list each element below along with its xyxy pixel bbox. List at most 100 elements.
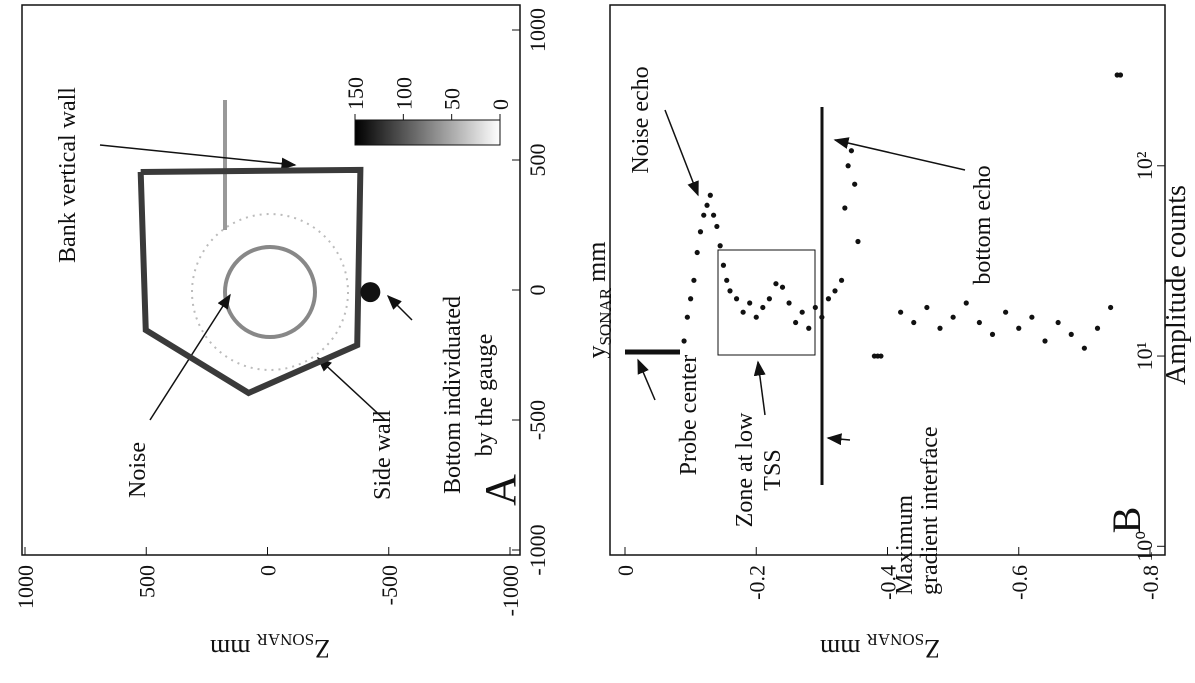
arrow [665, 110, 698, 195]
x-tick-label: -500 [377, 565, 402, 605]
point [819, 315, 824, 320]
point [977, 320, 982, 325]
arrow [388, 296, 412, 320]
x-tick-label: 0 [256, 565, 281, 576]
noise-ring [192, 214, 348, 370]
arrow [835, 140, 965, 170]
axis-label-sub: SONAR [866, 630, 924, 649]
point [964, 300, 969, 305]
point [695, 250, 700, 255]
y-tick-label: 10⁰ [1132, 531, 1157, 562]
x-tick-label: 1000 [13, 565, 38, 609]
point [1029, 315, 1034, 320]
axis-label: ySONARmm [582, 241, 615, 358]
colorbar-tick-label: 50 [440, 88, 465, 110]
point [760, 305, 765, 310]
point [911, 320, 916, 325]
colorbar [355, 120, 500, 145]
point [741, 310, 746, 315]
point [842, 205, 847, 210]
point [688, 296, 693, 301]
colorbar-tick-label: 0 [488, 99, 513, 110]
axis-label-sub: SONAR [596, 287, 615, 345]
point [685, 315, 690, 320]
point [1118, 72, 1123, 77]
point [806, 326, 811, 331]
y-tick-label: 10¹ [1132, 342, 1157, 371]
point [727, 288, 732, 293]
point [691, 278, 696, 283]
point [800, 310, 805, 315]
arrow [100, 145, 295, 165]
point [708, 193, 713, 198]
point [849, 148, 854, 153]
point [773, 281, 778, 286]
probe-ring [225, 247, 315, 337]
point [711, 213, 716, 218]
x-tick-label: -0.8 [1138, 565, 1163, 600]
point [698, 229, 703, 234]
point [898, 310, 903, 315]
annotation: Side wall [370, 410, 396, 500]
arrow [638, 360, 655, 400]
y-tick-label: -500 [525, 400, 550, 440]
y-tick-label: 0 [525, 285, 550, 296]
point [1082, 346, 1087, 351]
annotation: bottom echo [970, 165, 996, 284]
point [754, 315, 759, 320]
point [1095, 326, 1100, 331]
axis-label: ZSONARmm [820, 630, 940, 663]
point [826, 296, 831, 301]
annotation: Probe center [676, 355, 702, 476]
point [951, 315, 956, 320]
arrow [758, 362, 765, 415]
y-tick-label: -1000 [525, 524, 550, 575]
point [990, 332, 995, 337]
y-tick-label: 500 [525, 144, 550, 177]
point [734, 296, 739, 301]
point [747, 300, 752, 305]
panel-label: B [1104, 507, 1149, 534]
zone-box [718, 250, 815, 355]
axis-label: ZSONARmm [210, 630, 330, 663]
point [1042, 338, 1047, 343]
x-tick-label: 500 [134, 565, 159, 598]
panel-label: A [476, 474, 525, 506]
arrow [828, 438, 850, 440]
point [1016, 326, 1021, 331]
point [813, 305, 818, 310]
point [786, 300, 791, 305]
point [681, 338, 686, 343]
point [721, 263, 726, 268]
figure: 10005000-500-1000-1000-50005001000150100… [0, 0, 1195, 683]
colorbar-tick-label: 100 [391, 77, 416, 110]
annotation: Bottom individuated [440, 296, 466, 494]
axis-label-unit: mm [582, 241, 611, 281]
annotation: gradient interface [917, 426, 943, 595]
point [852, 182, 857, 187]
colorbar-tick-label: 150 [343, 77, 368, 110]
axis-label-main: Z [924, 634, 940, 663]
axis-label-main: Z [314, 634, 330, 663]
annotation: Zone at low [732, 412, 758, 527]
point [855, 239, 860, 244]
point [793, 320, 798, 325]
axis-label-unit: mm [210, 634, 250, 663]
annotation: Noise [125, 442, 151, 498]
point [704, 203, 709, 208]
x-tick-label: -0.2 [744, 565, 769, 600]
point [846, 163, 851, 168]
annotation: by the gauge [472, 334, 498, 457]
x-tick-label: -0.6 [1007, 565, 1032, 600]
point [1108, 305, 1113, 310]
annotation: Maximum [892, 495, 918, 595]
annotation: Noise echo [628, 66, 654, 173]
point [701, 213, 706, 218]
point [714, 224, 719, 229]
point [767, 296, 772, 301]
wall [141, 170, 361, 393]
point [780, 285, 785, 290]
point [724, 278, 729, 283]
point [1069, 332, 1074, 337]
annotation: Bank vertical wall [55, 87, 81, 263]
